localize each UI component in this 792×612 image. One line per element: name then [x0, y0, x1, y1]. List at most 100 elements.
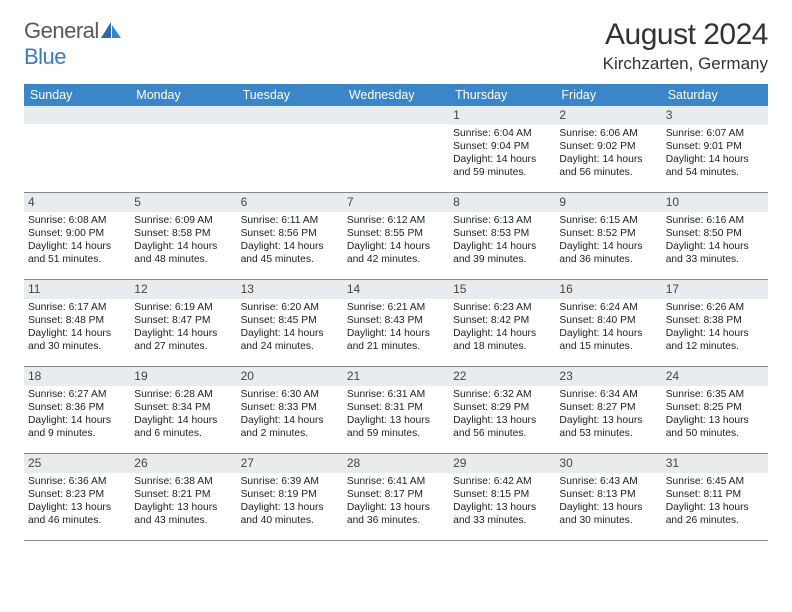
daylight-text: Daylight: 13 hours and 26 minutes.	[666, 502, 764, 528]
calendar-day-cell: 11Sunrise: 6:17 AMSunset: 8:48 PMDayligh…	[24, 280, 130, 366]
day-detail: Sunrise: 6:17 AMSunset: 8:48 PMDaylight:…	[24, 299, 130, 357]
sunrise-text: Sunrise: 6:31 AM	[347, 389, 445, 402]
sunrise-text: Sunrise: 6:19 AM	[134, 302, 232, 315]
sunrise-text: Sunrise: 6:38 AM	[134, 476, 232, 489]
calendar-day-cell: 18Sunrise: 6:27 AMSunset: 8:36 PMDayligh…	[24, 367, 130, 453]
calendar-day-cell: 12Sunrise: 6:19 AMSunset: 8:47 PMDayligh…	[130, 280, 236, 366]
sunset-text: Sunset: 8:45 PM	[241, 315, 339, 328]
calendar-day-cell: 27Sunrise: 6:39 AMSunset: 8:19 PMDayligh…	[237, 454, 343, 540]
sunset-text: Sunset: 8:36 PM	[28, 402, 126, 415]
day-number: 27	[237, 454, 343, 473]
day-number: 21	[343, 367, 449, 386]
day-detail: Sunrise: 6:06 AMSunset: 9:02 PMDaylight:…	[555, 125, 661, 183]
day-number: 30	[555, 454, 661, 473]
sunrise-text: Sunrise: 6:34 AM	[559, 389, 657, 402]
sunrise-text: Sunrise: 6:43 AM	[559, 476, 657, 489]
brand-sail-icon	[101, 18, 121, 44]
brand-text: GeneralBlue	[24, 18, 121, 70]
day-detail: Sunrise: 6:15 AMSunset: 8:52 PMDaylight:…	[555, 212, 661, 270]
sunset-text: Sunset: 8:42 PM	[453, 315, 551, 328]
daylight-text: Daylight: 14 hours and 18 minutes.	[453, 328, 551, 354]
day-number	[343, 106, 449, 124]
day-detail: Sunrise: 6:39 AMSunset: 8:19 PMDaylight:…	[237, 473, 343, 531]
sunrise-text: Sunrise: 6:32 AM	[453, 389, 551, 402]
daylight-text: Daylight: 13 hours and 43 minutes.	[134, 502, 232, 528]
day-detail: Sunrise: 6:35 AMSunset: 8:25 PMDaylight:…	[662, 386, 768, 444]
day-number: 28	[343, 454, 449, 473]
day-number: 11	[24, 280, 130, 299]
day-detail: Sunrise: 6:30 AMSunset: 8:33 PMDaylight:…	[237, 386, 343, 444]
day-detail: Sunrise: 6:20 AMSunset: 8:45 PMDaylight:…	[237, 299, 343, 357]
title-block: August 2024 Kirchzarten, Germany	[603, 18, 768, 74]
day-number: 26	[130, 454, 236, 473]
sunset-text: Sunset: 8:34 PM	[134, 402, 232, 415]
day-number: 18	[24, 367, 130, 386]
day-detail: Sunrise: 6:45 AMSunset: 8:11 PMDaylight:…	[662, 473, 768, 531]
brand-general: General	[24, 18, 99, 43]
sunset-text: Sunset: 8:40 PM	[559, 315, 657, 328]
daylight-text: Daylight: 14 hours and 24 minutes.	[241, 328, 339, 354]
sunset-text: Sunset: 8:13 PM	[559, 489, 657, 502]
calendar-page: GeneralBlue August 2024 Kirchzarten, Ger…	[0, 0, 792, 551]
sunset-text: Sunset: 8:19 PM	[241, 489, 339, 502]
day-detail: Sunrise: 6:36 AMSunset: 8:23 PMDaylight:…	[24, 473, 130, 531]
daylight-text: Daylight: 13 hours and 50 minutes.	[666, 415, 764, 441]
calendar-day-cell: 26Sunrise: 6:38 AMSunset: 8:21 PMDayligh…	[130, 454, 236, 540]
day-detail: Sunrise: 6:32 AMSunset: 8:29 PMDaylight:…	[449, 386, 555, 444]
daylight-text: Daylight: 13 hours and 46 minutes.	[28, 502, 126, 528]
calendar-day-cell: 5Sunrise: 6:09 AMSunset: 8:58 PMDaylight…	[130, 193, 236, 279]
daylight-text: Daylight: 13 hours and 56 minutes.	[453, 415, 551, 441]
day-number	[237, 106, 343, 124]
sunset-text: Sunset: 9:02 PM	[559, 141, 657, 154]
daylight-text: Daylight: 14 hours and 12 minutes.	[666, 328, 764, 354]
calendar-week-row: 25Sunrise: 6:36 AMSunset: 8:23 PMDayligh…	[24, 454, 768, 541]
sunrise-text: Sunrise: 6:30 AM	[241, 389, 339, 402]
sunrise-text: Sunrise: 6:41 AM	[347, 476, 445, 489]
sunset-text: Sunset: 9:04 PM	[453, 141, 551, 154]
weekday-header: Wednesday	[343, 84, 449, 106]
day-detail: Sunrise: 6:38 AMSunset: 8:21 PMDaylight:…	[130, 473, 236, 531]
calendar-day-cell: 9Sunrise: 6:15 AMSunset: 8:52 PMDaylight…	[555, 193, 661, 279]
calendar-day-cell: 7Sunrise: 6:12 AMSunset: 8:55 PMDaylight…	[343, 193, 449, 279]
sunrise-text: Sunrise: 6:45 AM	[666, 476, 764, 489]
weekday-header: Tuesday	[237, 84, 343, 106]
day-detail: Sunrise: 6:43 AMSunset: 8:13 PMDaylight:…	[555, 473, 661, 531]
calendar-day-cell: 3Sunrise: 6:07 AMSunset: 9:01 PMDaylight…	[662, 106, 768, 192]
sunrise-text: Sunrise: 6:11 AM	[241, 215, 339, 228]
sunrise-text: Sunrise: 6:35 AM	[666, 389, 764, 402]
calendar-day-cell: 14Sunrise: 6:21 AMSunset: 8:43 PMDayligh…	[343, 280, 449, 366]
sunset-text: Sunset: 8:21 PM	[134, 489, 232, 502]
day-detail: Sunrise: 6:21 AMSunset: 8:43 PMDaylight:…	[343, 299, 449, 357]
sunrise-text: Sunrise: 6:09 AM	[134, 215, 232, 228]
calendar-day-cell	[343, 106, 449, 192]
day-number: 9	[555, 193, 661, 212]
calendar-day-cell: 30Sunrise: 6:43 AMSunset: 8:13 PMDayligh…	[555, 454, 661, 540]
sunset-text: Sunset: 8:47 PM	[134, 315, 232, 328]
calendar-day-cell: 28Sunrise: 6:41 AMSunset: 8:17 PMDayligh…	[343, 454, 449, 540]
sunset-text: Sunset: 8:33 PM	[241, 402, 339, 415]
sunset-text: Sunset: 8:48 PM	[28, 315, 126, 328]
sunrise-text: Sunrise: 6:42 AM	[453, 476, 551, 489]
sunrise-text: Sunrise: 6:04 AM	[453, 128, 551, 141]
calendar-day-cell: 21Sunrise: 6:31 AMSunset: 8:31 PMDayligh…	[343, 367, 449, 453]
sunset-text: Sunset: 8:55 PM	[347, 228, 445, 241]
sunrise-text: Sunrise: 6:16 AM	[666, 215, 764, 228]
weekday-header: Monday	[130, 84, 236, 106]
day-number: 1	[449, 106, 555, 125]
weekday-header-row: Sunday Monday Tuesday Wednesday Thursday…	[24, 84, 768, 106]
day-number: 20	[237, 367, 343, 386]
day-number: 7	[343, 193, 449, 212]
sunset-text: Sunset: 8:23 PM	[28, 489, 126, 502]
day-number: 13	[237, 280, 343, 299]
calendar-day-cell: 25Sunrise: 6:36 AMSunset: 8:23 PMDayligh…	[24, 454, 130, 540]
day-number: 16	[555, 280, 661, 299]
daylight-text: Daylight: 13 hours and 53 minutes.	[559, 415, 657, 441]
sunrise-text: Sunrise: 6:12 AM	[347, 215, 445, 228]
sunset-text: Sunset: 8:27 PM	[559, 402, 657, 415]
daylight-text: Daylight: 14 hours and 59 minutes.	[453, 154, 551, 180]
day-number: 22	[449, 367, 555, 386]
weekday-header: Friday	[555, 84, 661, 106]
day-detail: Sunrise: 6:19 AMSunset: 8:47 PMDaylight:…	[130, 299, 236, 357]
sunset-text: Sunset: 8:15 PM	[453, 489, 551, 502]
daylight-text: Daylight: 13 hours and 33 minutes.	[453, 502, 551, 528]
